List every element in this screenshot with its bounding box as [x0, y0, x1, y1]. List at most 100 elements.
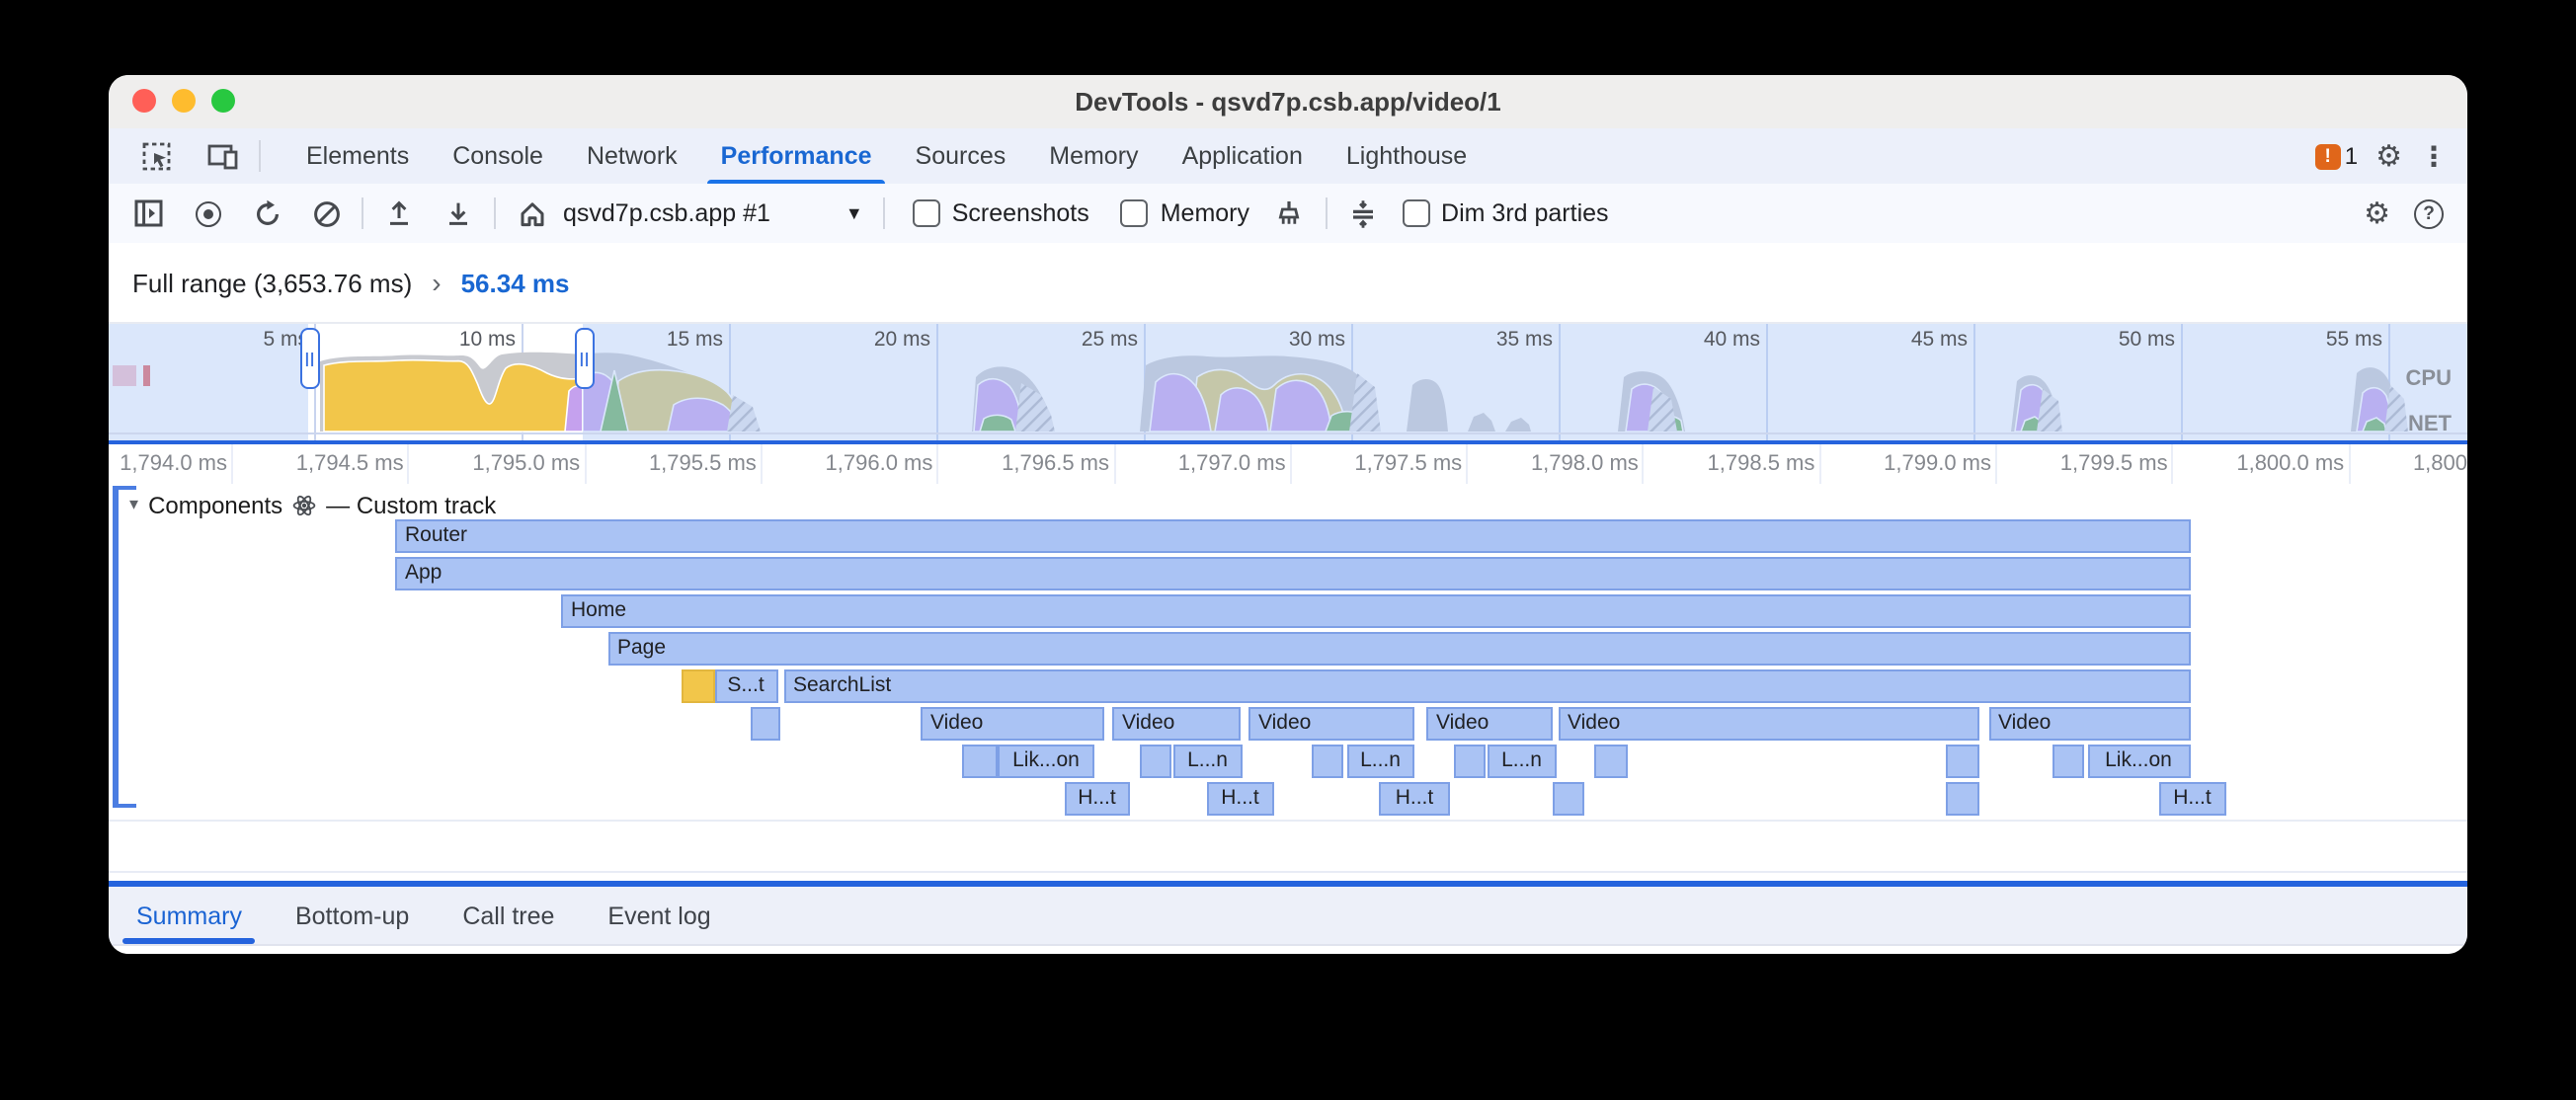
ruler-time-label: 1,797.5 ms — [1354, 451, 1463, 475]
divider — [109, 432, 2467, 433]
garbage-collect-icon[interactable] — [1265, 190, 1313, 237]
checkbox-icon — [1120, 199, 1149, 227]
flame-bar[interactable] — [961, 745, 998, 777]
reload-record-icon[interactable] — [243, 190, 290, 237]
tab-event-log[interactable]: Event log — [607, 902, 711, 929]
ruler-time-label: 1,798.5 ms — [1707, 451, 1815, 475]
memory-checkbox[interactable]: Memory — [1120, 199, 1249, 227]
track-scroll-indicator[interactable] — [112, 485, 135, 807]
timeline-overview[interactable]: 5 ms 10 ms 15 ms 20 ms 25 ms 30 ms 35 ms 40 ms 4… — [109, 322, 2467, 445]
flame-bar[interactable] — [1312, 745, 1343, 777]
tab-memory[interactable]: Memory — [1049, 142, 1139, 170]
settings-gear-icon[interactable]: ⚙ — [2375, 139, 2402, 173]
flame-bar-ln[interactable]: L...n — [1488, 745, 1556, 777]
flame-bar[interactable] — [2052, 745, 2084, 777]
flame-bar[interactable] — [1594, 745, 1627, 777]
target-selector[interactable]: qsvd7p.csb.app #1 ▼ — [563, 199, 863, 227]
tab-sources[interactable]: Sources — [915, 142, 1006, 170]
flame-bar-likon[interactable]: Lik...on — [998, 745, 1094, 777]
tab-call-tree[interactable]: Call tree — [462, 902, 555, 929]
overview-gridline — [1559, 324, 1561, 439]
tab-application[interactable]: Application — [1181, 142, 1303, 170]
flame-bar-video[interactable]: Video — [1112, 707, 1241, 740]
flame-bar-ht[interactable]: H...t — [1064, 782, 1130, 815]
flame-bar-ht[interactable]: H...t — [2159, 782, 2225, 815]
inspect-element-icon[interactable] — [132, 132, 180, 180]
window-title: DevTools - qsvd7p.csb.app/video/1 — [1075, 86, 1501, 117]
flame-bar[interactable] — [1139, 745, 1170, 777]
clear-icon[interactable] — [302, 190, 350, 237]
tab-summary[interactable]: Summary — [121, 887, 258, 944]
flame-bar-ln[interactable]: L...n — [1346, 745, 1414, 777]
flame-bar[interactable] — [1454, 745, 1485, 777]
flame-bar-likon[interactable]: Lik...on — [2087, 745, 2190, 777]
custom-track-header[interactable]: ▾ Components — Custom track — [129, 491, 496, 518]
toggle-sidebar-icon[interactable] — [124, 190, 172, 237]
ruler-time-label: 1,800.0 ms — [2236, 451, 2345, 475]
tab-lighthouse[interactable]: Lighthouse — [1345, 142, 1468, 170]
flame-bar-ln[interactable]: L...n — [1173, 745, 1242, 777]
breadcrumb-full-range[interactable]: Full range (3,653.76 ms) — [132, 268, 413, 297]
device-toolbar-icon[interactable] — [200, 132, 247, 180]
zoom-window-button[interactable] — [211, 89, 235, 114]
tab-console[interactable]: Console — [452, 142, 543, 170]
summary-pane — [109, 946, 2467, 953]
download-profile-icon[interactable] — [435, 190, 482, 237]
close-window-button[interactable] — [132, 89, 156, 114]
window-titlebar[interactable]: DevTools - qsvd7p.csb.app/video/1 — [109, 74, 2467, 130]
flame-bar-video[interactable]: Video — [1248, 707, 1413, 740]
upload-profile-icon[interactable] — [375, 190, 423, 237]
more-options-icon[interactable]: ⋮ — [2420, 139, 2448, 171]
flame-bar-video[interactable]: Video — [921, 707, 1104, 740]
flame-bar-ht[interactable]: H...t — [1379, 782, 1450, 815]
flame-bar[interactable] — [750, 707, 780, 740]
flame-bar-searchlist[interactable]: SearchList — [783, 669, 2190, 702]
divider — [1325, 197, 1328, 229]
divider — [109, 871, 2467, 873]
tab-elements[interactable]: Elements — [306, 142, 410, 170]
range-handle-left[interactable]: || — [300, 328, 320, 389]
ruler-time-label: 1,794.0 ms — [120, 451, 227, 475]
flame-bar[interactable] — [1946, 782, 1979, 815]
flame-bar[interactable] — [1946, 745, 1979, 777]
warning-icon: ! — [2314, 143, 2341, 169]
range-handle-right[interactable]: || — [575, 328, 595, 389]
screenshots-checkbox[interactable]: Screenshots — [912, 199, 1089, 227]
traffic-lights — [132, 74, 235, 128]
collapse-tracks-icon[interactable] — [1338, 190, 1386, 237]
ruler-time-label: 1,796.5 ms — [1002, 451, 1109, 475]
overview-time-label: 15 ms — [666, 328, 723, 352]
checkbox-icon — [912, 199, 940, 227]
tab-network[interactable]: Network — [586, 142, 678, 170]
issues-badge[interactable]: ! 1 — [2314, 142, 2358, 170]
ruler-time-label: 1,798.0 ms — [1530, 451, 1639, 475]
screenshots-label: Screenshots — [951, 199, 1089, 227]
disclosure-triangle-icon[interactable]: ▾ — [129, 494, 139, 513]
flame-bar-video[interactable]: Video — [1426, 707, 1553, 740]
help-icon[interactable]: ? — [2414, 198, 2444, 228]
flame-bar-video[interactable]: Video — [1988, 707, 2190, 740]
flame-bar-home[interactable]: Home — [561, 594, 2190, 627]
breadcrumb-selection[interactable]: 56.34 ms — [460, 268, 570, 297]
devtools-window: DevTools - qsvd7p.csb.app/video/1 Elemen… — [109, 74, 2467, 953]
tab-performance[interactable]: Performance — [699, 128, 894, 184]
flame-bar-st[interactable]: S...t — [714, 669, 777, 702]
flame-bar-app[interactable]: App — [395, 557, 2190, 589]
react-atom-icon — [292, 494, 316, 515]
dim-3rd-parties-checkbox[interactable]: Dim 3rd parties — [1402, 199, 1609, 227]
net-track-label: NET — [2408, 413, 2452, 436]
tab-bottom-up[interactable]: Bottom-up — [294, 902, 410, 929]
record-icon[interactable] — [184, 190, 231, 237]
home-icon[interactable] — [508, 190, 555, 237]
flame-bar-video[interactable]: Video — [1558, 707, 1979, 740]
flame-bar-ht[interactable]: H...t — [1206, 782, 1274, 815]
flame-bar[interactable] — [1552, 782, 1583, 815]
overview-time-label: 55 ms — [2325, 328, 2382, 352]
capture-settings-gear-icon[interactable]: ⚙ — [2364, 196, 2390, 230]
overview-time-label: 30 ms — [1288, 328, 1345, 352]
minimize-window-button[interactable] — [172, 89, 196, 114]
overview-time-label: 25 ms — [1081, 328, 1138, 352]
flame-bar-router[interactable]: Router — [395, 519, 2190, 552]
flame-bar-page[interactable]: Page — [607, 632, 2190, 665]
flame-bar[interactable] — [682, 669, 714, 702]
